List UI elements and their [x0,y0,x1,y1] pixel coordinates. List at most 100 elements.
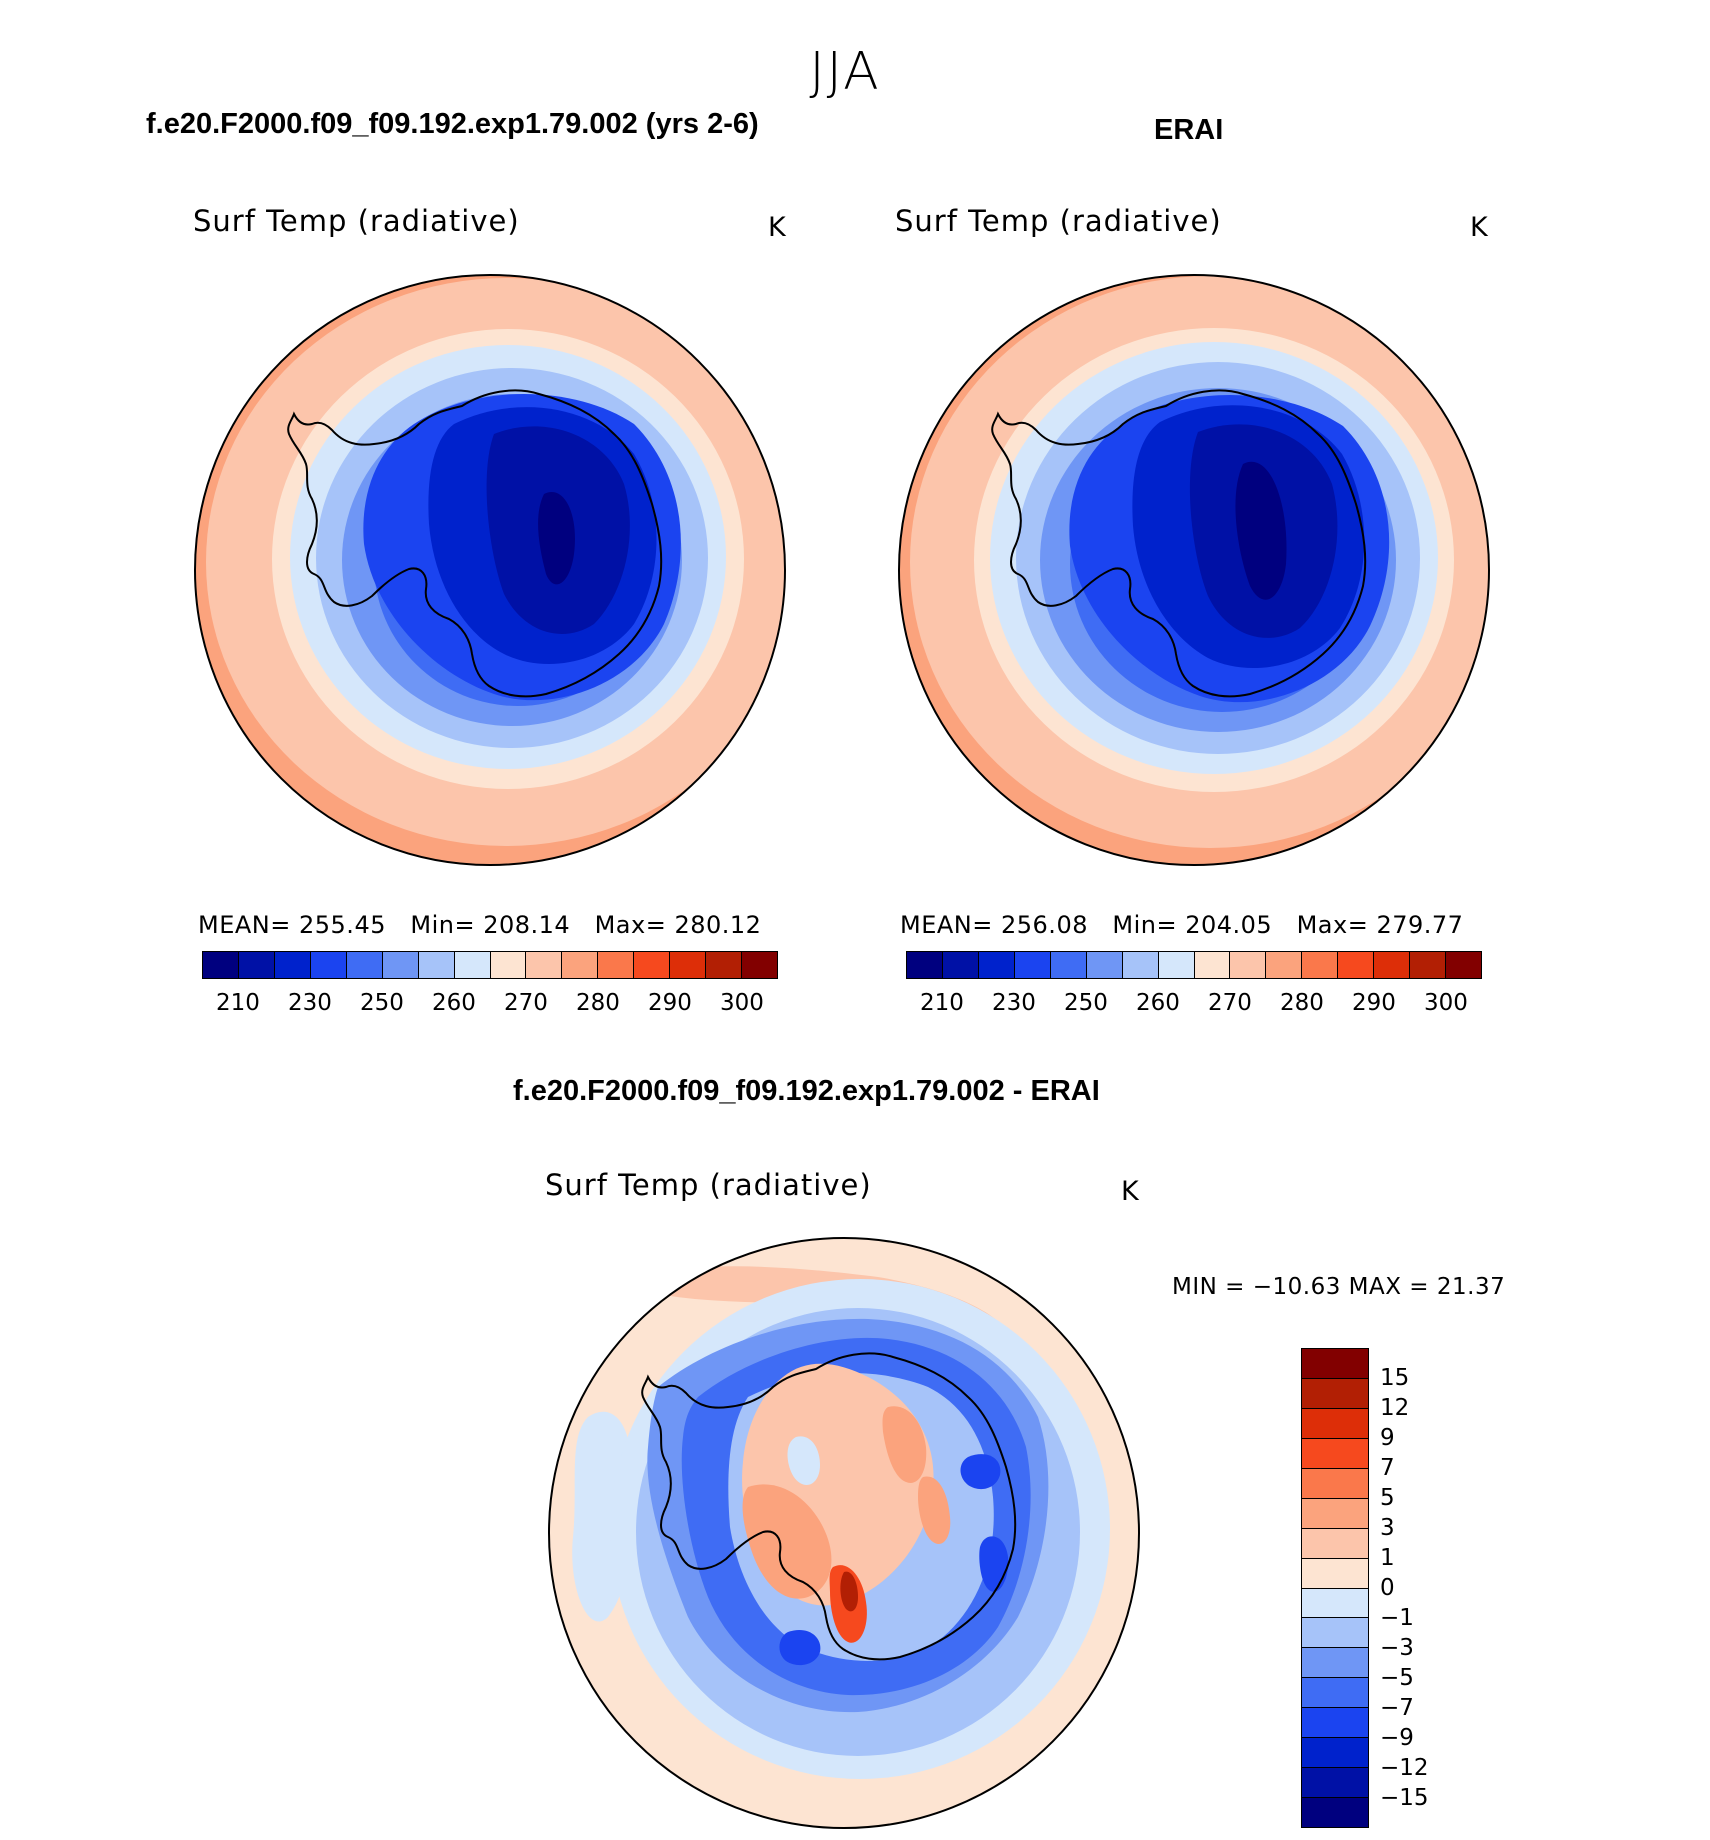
colorbar-tick-label: 270 [504,990,548,1016]
colorbar-swatch [634,952,671,978]
colorbar-swatch [978,952,1015,978]
colorbar-tick-label: −15 [1380,1785,1429,1811]
colorbar-tick-label: −9 [1380,1725,1414,1751]
colorbar-swatch [1302,1468,1368,1499]
colorbar-swatch [598,952,635,978]
panel2-antarctica-coastline [991,389,1367,698]
panel3-min-max-stats: MIN = −10.63 MAX = 21.37 [1172,1274,1506,1300]
colorbar-swatch [1122,952,1159,978]
colorbar-swatch [203,952,239,978]
colorbar-swatch [1302,1738,1368,1769]
panel2-min-label: Min= [1112,911,1178,939]
colorbar-swatch [1230,952,1267,978]
colorbar-tick-label: 250 [1064,990,1108,1016]
panel3-contour-field [549,1238,1139,1828]
colorbar-swatch [1338,952,1375,978]
figure-title: JJA [809,42,881,102]
colorbar-swatch [1302,1768,1368,1799]
panel2-units-label: K [1470,212,1488,243]
colorbar-tick-label: 9 [1380,1425,1395,1451]
panel3-units-label: K [1121,1176,1139,1207]
colorbar-tick-label: 300 [1424,990,1468,1016]
panel1-antarctica-coastline [287,389,663,698]
colorbar-swatch [454,952,491,978]
colorbar-tick-label: −12 [1380,1755,1429,1781]
colorbar-tick-label: 260 [432,990,476,1016]
panel2-mean-value: 256.08 [1001,911,1088,939]
panel2-stats: MEAN= 256.08 Min= 204.05 Max= 279.77 [900,911,1463,939]
colorbar-swatch [706,952,743,978]
panel1-mean-label: MEAN= [198,911,291,939]
panel2-max-label: Max= [1296,911,1369,939]
colorbar-tick-label: 1 [1380,1545,1395,1571]
colorbar-swatch [1302,1408,1368,1439]
panel2-min-value: 204.05 [1185,911,1273,939]
panel1-max-value: 280.12 [674,911,762,939]
panel3-variable-label: Surf Temp (radiative) [545,1168,872,1202]
panel3-polar-map [548,1237,1140,1829]
colorbar-swatch [1014,952,1051,978]
colorbar-swatch [526,952,563,978]
colorbar-tick-label: 0 [1380,1575,1395,1601]
colorbar-swatch [742,952,777,978]
colorbar-swatch [942,952,979,978]
panel1-case-title: f.e20.F2000.f09_f09.192.exp1.79.002 (yrs… [146,108,759,140]
colorbar-swatch [907,952,943,978]
colorbar-tick-label: 250 [360,990,404,1016]
panel1-mean-value: 255.45 [299,911,386,939]
colorbar-swatch [1302,1378,1368,1409]
colorbar-swatch [1194,952,1231,978]
colorbar-swatch [1302,1349,1368,1379]
colorbar-swatch [1302,1618,1368,1649]
colorbar-swatch [1302,1438,1368,1469]
panel2-mean-label: MEAN= [900,911,993,939]
panel1-polar-map [194,274,786,866]
panel1-contour-field [195,275,785,865]
panel3-colorbar [1301,1348,1369,1828]
panel1-colorbar [202,951,778,979]
colorbar-swatch [1302,1648,1368,1679]
colorbar-tick-label: −1 [1380,1605,1414,1631]
colorbar-swatch [490,952,527,978]
colorbar-tick-label: 230 [992,990,1036,1016]
panel2-max-value: 279.77 [1376,911,1464,939]
colorbar-tick-label: 230 [288,990,332,1016]
panel2-contour-field [899,275,1489,865]
colorbar-swatch [1050,952,1087,978]
panel3-antarctica-coastline [641,1352,1017,1661]
panel2-case-title: ERAI [1154,114,1224,146]
panel2-map-border [898,274,1490,866]
colorbar-swatch [1302,1798,1368,1827]
panel2-variable-label: Surf Temp (radiative) [895,204,1222,238]
colorbar-swatch [1158,952,1195,978]
colorbar-swatch [1302,1588,1368,1619]
panel1-map-border [194,274,786,866]
colorbar-swatch [562,952,599,978]
colorbar-tick-label: 12 [1380,1395,1410,1421]
colorbar-tick-label: 280 [576,990,620,1016]
colorbar-swatch [1302,1558,1368,1589]
panel1-stats: MEAN= 255.45 Min= 208.14 Max= 280.12 [198,911,761,939]
colorbar-swatch [1302,1528,1368,1559]
colorbar-swatch [1302,1678,1368,1709]
panel3-colorbar-ticks: 15 12 9 7 5 3 1 0 −1 −3 −5 −7 −9 −12 −15 [1380,1348,1500,1828]
panel2-polar-map [898,274,1490,866]
colorbar-swatch [670,952,707,978]
colorbar-swatch [1374,952,1411,978]
panel2-colorbar-ticks: 210 230 250 260 270 280 290 300 [906,990,1482,1020]
colorbar-tick-label: −5 [1380,1665,1414,1691]
colorbar-swatch [238,952,275,978]
colorbar-swatch [1446,952,1481,978]
colorbar-tick-label: 210 [920,990,964,1016]
colorbar-tick-label: 290 [648,990,692,1016]
panel1-min-label: Min= [410,911,476,939]
colorbar-swatch [1086,952,1123,978]
colorbar-swatch [1410,952,1447,978]
colorbar-tick-label: 290 [1352,990,1396,1016]
panel1-max-label: Max= [594,911,667,939]
colorbar-tick-label: 280 [1280,990,1324,1016]
panel1-units-label: K [768,212,786,243]
colorbar-tick-label: −7 [1380,1695,1414,1721]
colorbar-tick-label: 260 [1136,990,1180,1016]
colorbar-swatch [1302,1708,1368,1739]
